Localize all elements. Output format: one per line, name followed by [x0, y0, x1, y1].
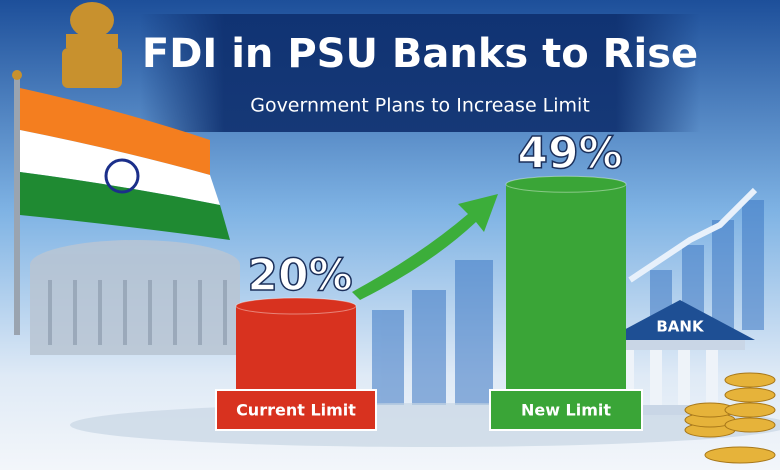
emblem — [62, 2, 122, 88]
value-label: 20% — [247, 250, 352, 301]
bank-sign: BANK — [656, 318, 705, 336]
category-box — [489, 389, 643, 431]
bar-top — [505, 175, 627, 193]
bar-top — [235, 297, 357, 315]
flag — [12, 70, 230, 335]
bar — [236, 306, 356, 390]
value-label: 49% — [517, 128, 622, 179]
chart-subtitle: Government Plans to Increase Limit — [250, 95, 590, 117]
background-trend — [628, 187, 758, 283]
bar — [506, 184, 626, 390]
parliament-columns — [48, 280, 227, 345]
category-label: New Limit — [521, 401, 611, 420]
category-label: Current Limit — [236, 401, 356, 420]
chart-title: FDI in PSU Banks to Rise — [142, 31, 698, 77]
title-banner — [140, 14, 700, 132]
coins — [684, 372, 776, 464]
parliament — [30, 240, 240, 355]
bank-building — [605, 300, 755, 415]
growth-arrow — [352, 194, 498, 300]
category-box — [215, 389, 377, 431]
